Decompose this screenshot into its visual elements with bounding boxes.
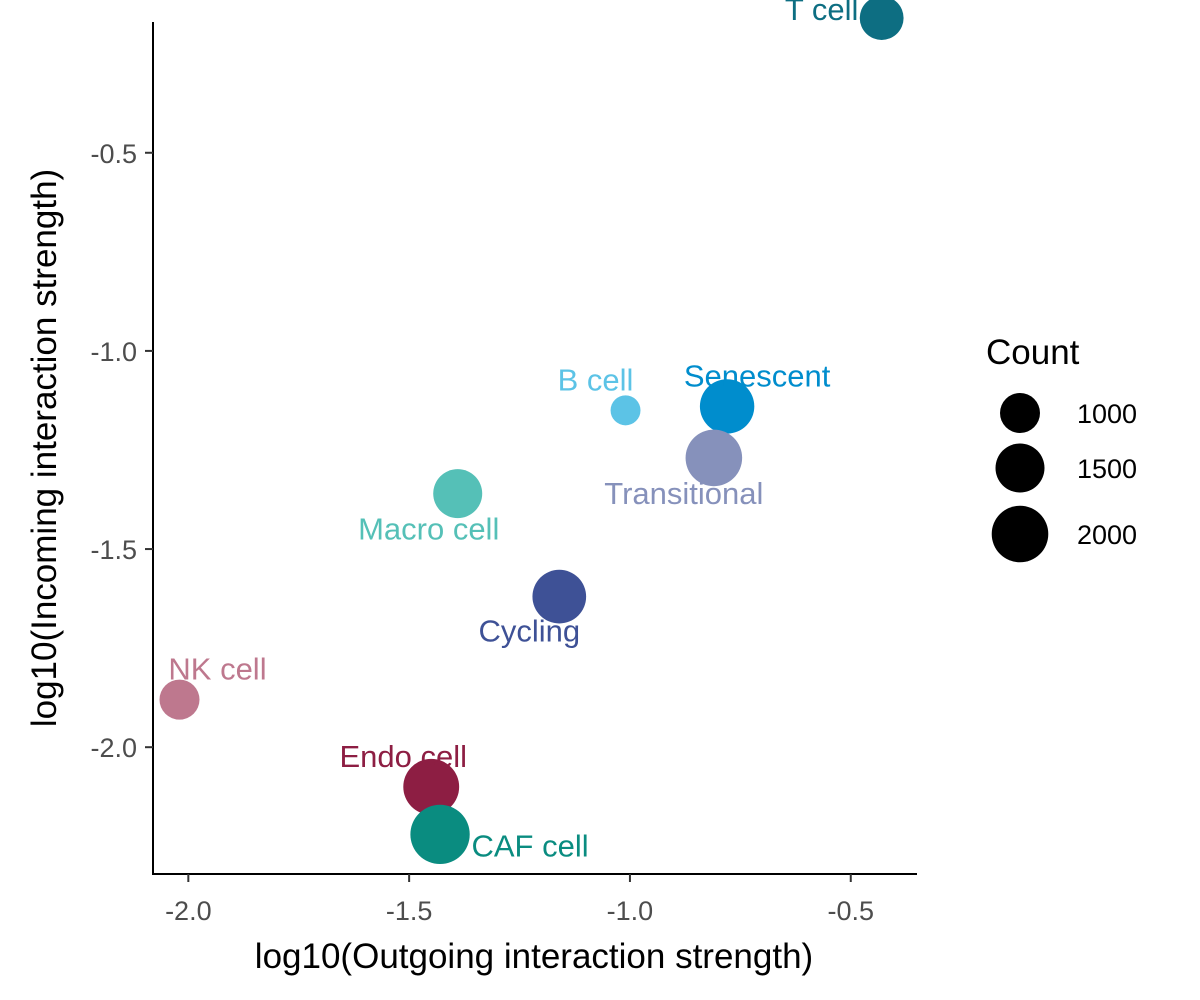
point-label-t-cell: T cell	[785, 0, 859, 27]
legend-key-circle	[1000, 393, 1040, 433]
point-label-caf-cell: CAF cell	[471, 828, 588, 863]
point-label-macro-cell: Macro cell	[358, 512, 499, 547]
point-macro-cell	[433, 469, 483, 519]
points-layer	[159, 0, 904, 865]
x-tick-label: -1.0	[607, 896, 654, 926]
y-tick-label: -0.5	[90, 139, 137, 169]
point-b-cell	[610, 395, 641, 426]
point-t-cell	[859, 0, 904, 40]
legend: 1000 1500 2000	[991, 393, 1137, 563]
point-label-nk-cell: NK cell	[168, 652, 266, 687]
point-nk-cell	[159, 679, 200, 720]
point-label-transitional: Transitional	[604, 476, 763, 511]
x-tick-label: -2.0	[165, 896, 212, 926]
point-endo-cell	[403, 758, 460, 815]
point-labels-layer: T cell B cell Senescent Transitional Macro c…	[168, 0, 858, 863]
y-tick-label: -2.0	[90, 733, 137, 763]
legend-label: 1000	[1077, 399, 1137, 429]
legend-label: 2000	[1077, 520, 1137, 550]
point-label-cycling: Cycling	[478, 614, 580, 649]
point-cycling	[532, 569, 587, 624]
x-tick-label: -1.5	[386, 896, 433, 926]
point-label-senescent: Senescent	[684, 358, 831, 393]
point-senescent	[699, 379, 755, 434]
legend-label: 1500	[1077, 454, 1137, 484]
y-tick-label: -1.0	[90, 337, 137, 367]
legend-key-circle	[995, 443, 1045, 493]
x-axis-title: log10(Outgoing interaction strength)	[255, 937, 813, 976]
legend-key-circle	[991, 505, 1049, 563]
y-tick-label: -1.5	[90, 535, 137, 565]
x-ticks: -2.0 -1.5 -1.0 -0.5	[165, 874, 874, 926]
y-axis-title: log10(Incoming interaction strength)	[25, 169, 64, 727]
y-ticks: -0.5 -1.0 -1.5 -2.0	[90, 139, 153, 763]
legend-title: Count	[986, 333, 1080, 372]
point-label-endo-cell: Endo cell	[339, 739, 467, 774]
point-label-b-cell: B cell	[558, 362, 634, 397]
point-transitional	[685, 429, 743, 487]
x-tick-label: -0.5	[827, 896, 874, 926]
point-caf-cell	[410, 804, 470, 865]
